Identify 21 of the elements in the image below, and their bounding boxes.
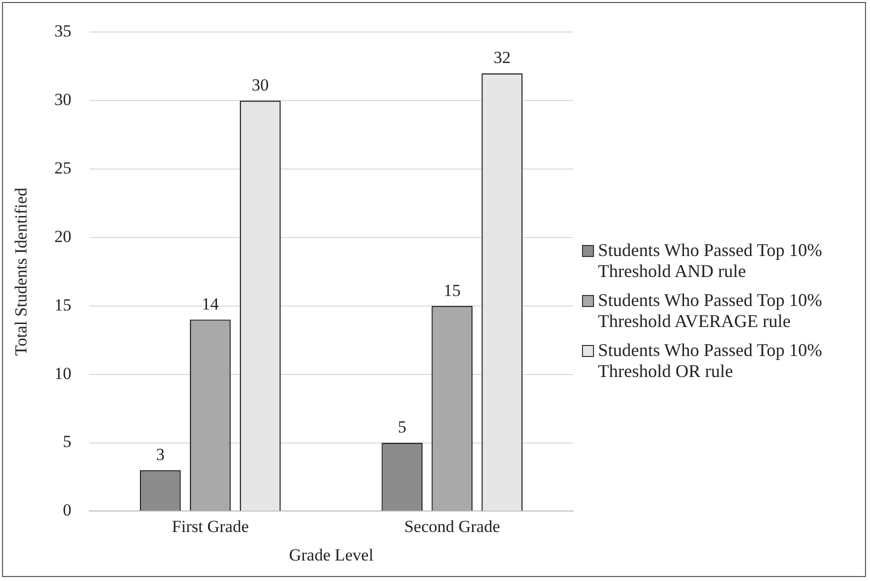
y-tick-label: 30 <box>54 90 72 110</box>
legend-label: Students Who Passed Top 10% Threshold AND rule <box>598 240 824 282</box>
legend-label: Students Who Passed Top 10% Threshold AVERAGE rule <box>598 290 824 332</box>
legend-label: Students Who Passed Top 10% Threshold OR rule <box>598 340 824 382</box>
y-tick-label: 15 <box>54 295 72 314</box>
data-label: 14 <box>202 294 220 314</box>
data-label: 30 <box>252 76 269 95</box>
data-label: 15 <box>444 280 461 300</box>
data-label: 32 <box>494 48 511 68</box>
y-tick-label: 5 <box>62 432 72 452</box>
y-tick-label: 35 <box>54 22 72 41</box>
y-tick-label: 0 <box>62 500 72 520</box>
y-tick-label: 25 <box>54 158 72 178</box>
x-axis-title: Grade Level <box>288 545 374 564</box>
y-tick-label: 20 <box>54 226 72 246</box>
y-tick-label: 10 <box>54 364 72 383</box>
x-tick-label: Second Grade <box>404 516 500 536</box>
data-label: 3 <box>156 445 165 464</box>
data-label: 5 <box>398 418 406 437</box>
x-tick-label: First Grade <box>172 516 249 536</box>
y-axis-title: Total Students Identified <box>12 187 31 356</box>
